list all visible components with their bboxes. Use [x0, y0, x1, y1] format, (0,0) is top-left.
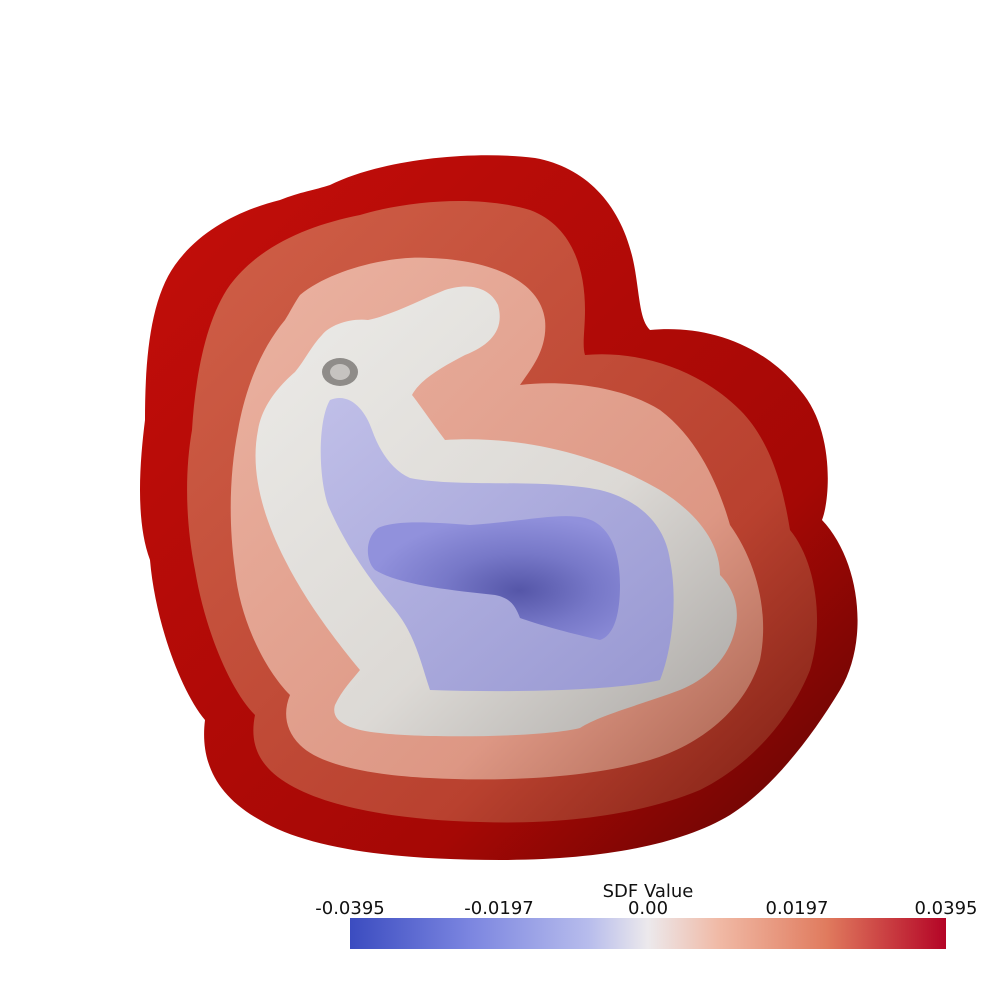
ear-hole-rim [330, 364, 350, 380]
sdf-shell-inner-2 [367, 516, 620, 640]
